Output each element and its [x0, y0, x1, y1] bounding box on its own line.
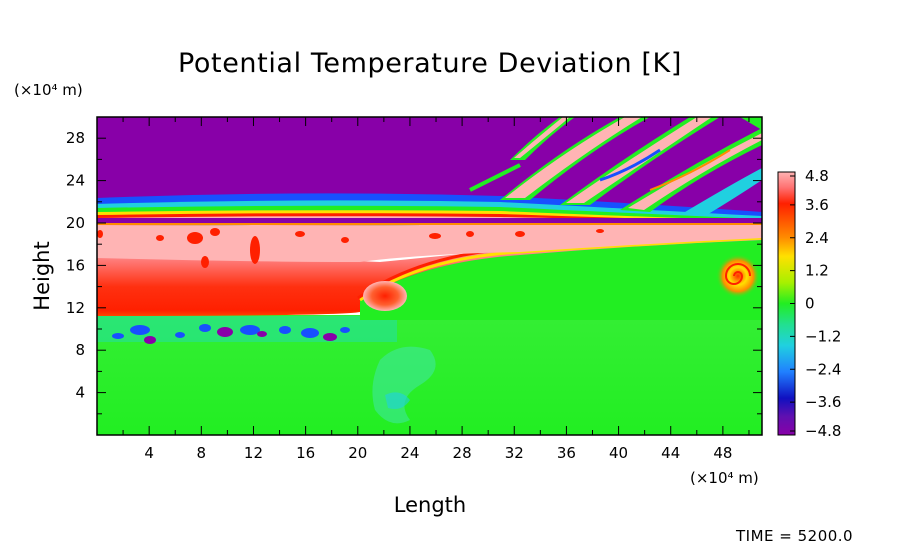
- y-axis: 4 8 12 16 20 24 28: [66, 129, 762, 415]
- region-lower-cool-wisps-2: [385, 392, 410, 409]
- x-tick-label: 32: [505, 444, 524, 462]
- chart-title: Potential Temperature Deviation [K]: [178, 48, 682, 79]
- region-warm-to-green: [360, 240, 762, 320]
- colorbar-tick-label: −4.8: [805, 422, 841, 440]
- x-tick-label: 20: [348, 444, 367, 462]
- region-vortex: [716, 254, 760, 298]
- x-tick-label: 8: [197, 444, 207, 462]
- colorbar-tick-label: 2.4: [805, 229, 829, 247]
- colorbar-tick-label: 0: [805, 295, 815, 313]
- y-tick-label: 16: [66, 256, 85, 274]
- region-gravity-waves: [469, 117, 762, 216]
- x-unit-label: (×10⁴ m): [690, 469, 759, 487]
- colorbar-tick-label: −1.2: [805, 327, 841, 345]
- region-warm-layer: [97, 222, 762, 262]
- colorbar-tick-label: 3.6: [805, 196, 829, 214]
- y-tick-label: 24: [66, 172, 85, 190]
- x-tick-label: 40: [609, 444, 628, 462]
- region-layer-top-line: [97, 218, 762, 223]
- x-tick-label: 28: [453, 444, 472, 462]
- x-tick-label: 16: [296, 444, 315, 462]
- y-tick-label: 4: [75, 384, 85, 402]
- colorbar-ticks: 4.8 3.6 2.4 1.2 0 −1.2 −2.4 −3.6 −4.8: [790, 167, 841, 440]
- y-tick-label: 28: [66, 129, 85, 147]
- colorbar-tick-label: 4.8: [805, 167, 829, 185]
- colorbar-tick-label: 1.2: [805, 262, 829, 280]
- x-tick-label: 48: [713, 444, 732, 462]
- colorbar-tick-label: −2.4: [805, 360, 841, 378]
- x-axis: 4 8 12 16 20 24 28 32 36 40 44 48: [122, 117, 750, 462]
- region-layer-top-line-orange: [97, 223, 762, 225]
- region-warm-layer-specks: [97, 228, 604, 268]
- x-tick-label: 4: [144, 444, 154, 462]
- x-tick-label: 24: [400, 444, 419, 462]
- y-axis-title: Height: [30, 241, 54, 310]
- region-cold-pockets: [112, 324, 350, 344]
- y-tick-label: 8: [75, 341, 85, 359]
- plot-frame: [96, 116, 763, 436]
- heatmap-field: [97, 117, 762, 435]
- y-tick-label: 20: [66, 214, 85, 232]
- x-tick-label: 12: [244, 444, 263, 462]
- time-label: TIME = 5200.0: [735, 527, 853, 544]
- region-warm-blob: [363, 281, 407, 311]
- x-axis-title: Length: [394, 493, 466, 517]
- colorbar-tick-label: −3.6: [805, 393, 841, 411]
- region-vortex-swirl: [724, 263, 751, 285]
- x-tick-label: 44: [661, 444, 680, 462]
- y-unit-label: (×10⁴ m): [14, 81, 83, 99]
- x-tick-label: 36: [557, 444, 576, 462]
- y-tick-label: 12: [66, 299, 85, 317]
